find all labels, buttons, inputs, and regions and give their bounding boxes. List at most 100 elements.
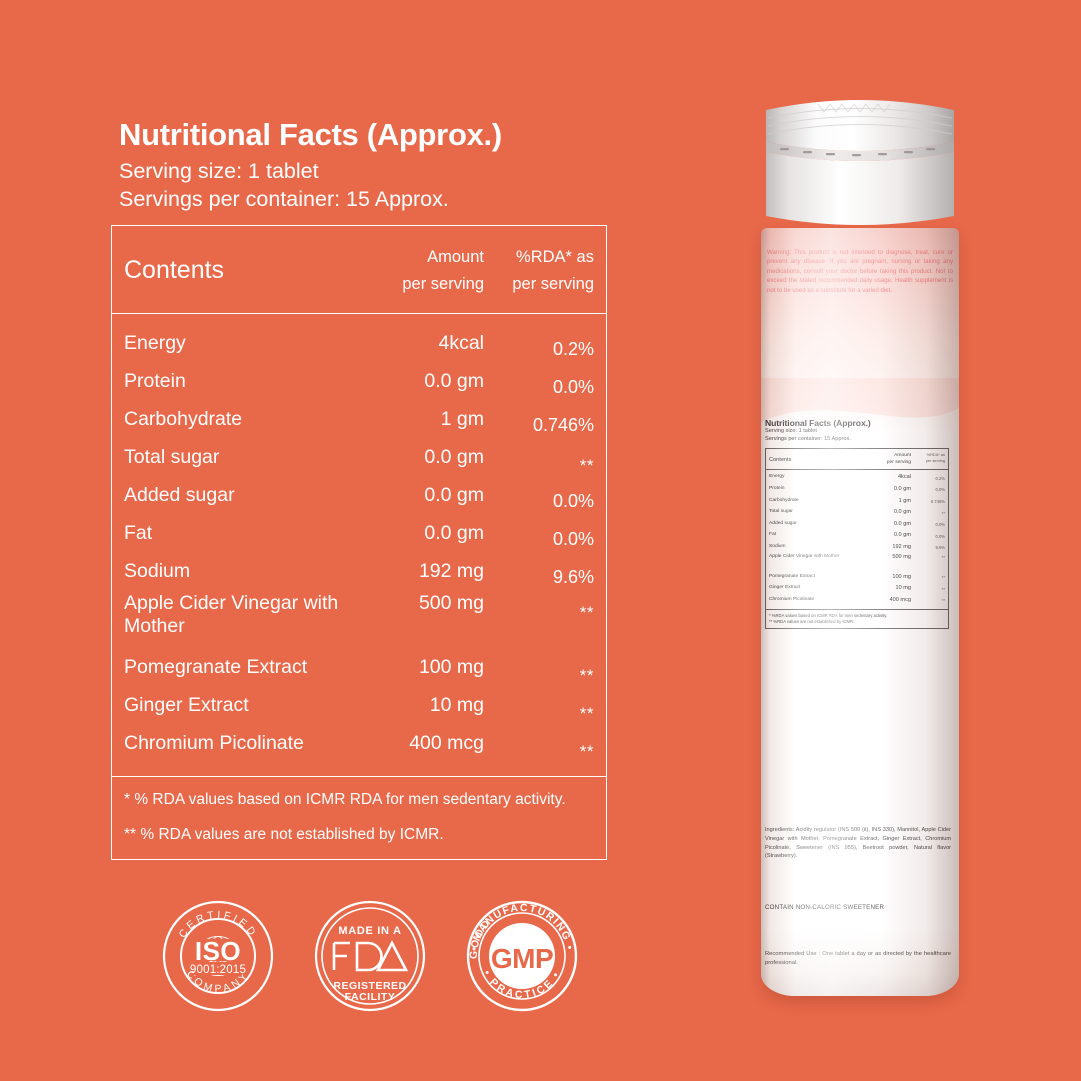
tube-row-rda: ** [941, 575, 945, 581]
row-label: Chromium Picolinate [124, 731, 304, 754]
tube-row-amount: 0.0 gm [893, 532, 911, 539]
row-amount: 100 mg [418, 655, 484, 678]
svg-text:MADE IN A: MADE IN A [338, 925, 401, 937]
tube-nutrition-table: Contents Amount per serving %RDA* as per… [765, 447, 949, 630]
column-header-amount-line2: per serving [402, 274, 484, 293]
tube-table-row: Added sugar 0.0 gm 0.0% [769, 518, 945, 530]
tube-table-row: Fat 0.0 gm 0.0% [769, 530, 945, 542]
tube-table-row: Total sugar 0.0 gm ** [769, 506, 945, 518]
tube-table-row: Ginger Extract 10 mg ** [769, 582, 945, 594]
tube-col-amount-line2: per serving [886, 460, 911, 466]
tube-row-rda: ** [941, 510, 945, 516]
table-row: Apple Cider Vinegar with Mother 500 mg *… [122, 590, 596, 648]
table-row: Carbohydrate 1 gm 0.746% [122, 400, 596, 438]
tube-table-row: Apple Cider Vinegar with Mother 500 mg *… [769, 553, 945, 571]
tube-non-caloric-sweetener-text: CONTAIN NON-CALORIC SWEETENER [765, 904, 885, 911]
tube-footnote-single-star: * %RDA values based on ICMR RDA for men … [769, 612, 888, 618]
row-rda: ** [579, 704, 594, 724]
tube-row-amount: 1 gm [898, 497, 911, 504]
nutrition-panel: Nutritional Facts (Approx.) Serving size… [111, 117, 611, 860]
row-label: Total sugar [124, 445, 220, 468]
tube-table-row: Protein 0.0 gm 0.0% [769, 483, 945, 495]
table-footnotes: * % RDA values based on ICMR RDA for men… [112, 776, 606, 858]
tube-col-rda: %RDA* as per serving [911, 452, 945, 467]
column-header-amount: Amount per serving [368, 244, 484, 297]
tube-table-row: Carbohydrate 1 gm 0.746% [769, 495, 945, 507]
tube-warning-text: Warning: This product is not intended to… [767, 249, 953, 294]
row-rda: 0.0% [552, 376, 594, 397]
row-rda: ** [579, 742, 594, 762]
tube-row-rda: ** [941, 554, 945, 560]
table-row: Pomegranate Extract 100 mg ** [122, 648, 596, 686]
table-row: Total sugar 0.0 gm ** [122, 438, 596, 476]
row-label: Pomegranate Extract [124, 655, 308, 678]
tube-row-amount: 0.0 gm [893, 509, 911, 516]
row-label: Ginger Extract [124, 693, 249, 716]
row-rda: ** [579, 666, 594, 686]
tube-serving-size: Serving size: 1 tablet [765, 428, 817, 434]
tube-row-label: Energy [769, 474, 785, 480]
product-tube-image: Warning: This product is not intended to… [758, 88, 962, 998]
tube-cap [766, 100, 954, 225]
tube-recommended-use-text: Recommended Use : One tablet a day or as… [765, 951, 951, 966]
tube-col-rda-line2: per serving [925, 457, 945, 463]
tube-facts-title: Nutritional Facts (Approx.) [765, 418, 871, 428]
tube-row-amount: 100 mg [892, 573, 911, 580]
table-row: Sodium 192 mg 9.6% [122, 552, 596, 590]
tube-col-amount-line1: Amount [894, 452, 911, 458]
row-amount: 500 mg [418, 592, 484, 615]
row-amount: 0.0 gm [424, 369, 484, 392]
serving-size-text: Serving size: 1 tablet [119, 158, 319, 183]
svg-text:ISO: ISO [195, 936, 241, 966]
tube-row-amount: 400 mcg [889, 596, 911, 603]
row-label: Carbohydrate [124, 407, 243, 430]
table-row: Fat 0.0 gm 0.0% [122, 514, 596, 552]
tube-row-label: Apple Cider Vinegar with Mother [769, 553, 840, 559]
row-label: Added sugar [124, 483, 235, 506]
table-row: Protein 0.0 gm 0.0% [122, 362, 596, 400]
tube-row-label: Chromium Picolinate [769, 596, 815, 602]
table-row: Added sugar 0.0 gm 0.0% [122, 476, 596, 514]
row-amount: 192 mg [418, 559, 484, 582]
column-header-contents: Contents [124, 256, 225, 285]
row-rda: ** [579, 456, 594, 476]
tube-row-rda: 0.0% [935, 522, 945, 528]
tube-row-label: Added sugar [769, 520, 797, 526]
iso-badge: CERTIFIED COMPANY ISO 9001:2015 [160, 898, 276, 1014]
row-rda: 0.746% [532, 414, 594, 435]
tube-col-contents: Contents [769, 456, 792, 463]
row-label: Fat [124, 521, 153, 544]
nutrition-table: Contents Amount per serving %RDA* as per… [111, 225, 607, 860]
row-amount: 1 gm [440, 407, 484, 430]
tube-ingredients-text: Ingredients: Acidity regulator (INS 500 … [765, 827, 951, 860]
footnote-single-star: * % RDA values based on ICMR RDA for men… [124, 791, 566, 809]
table-row: Ginger Extract 10 mg ** [122, 686, 596, 724]
column-header-amount-line1: Amount [427, 248, 484, 267]
column-header-rda: %RDA* as per serving [484, 244, 596, 297]
row-rda: 0.0% [552, 490, 594, 511]
tube-col-rda-line1: %RDA* as [926, 451, 945, 457]
tube-table-footnotes: * %RDA values based on ICMR RDA for men … [766, 608, 948, 629]
tube-col-amount: Amount per serving [869, 452, 911, 467]
tube-row-amount: 0.0 gm [893, 485, 911, 492]
tube-row-amount: 0.0 gm [893, 520, 911, 527]
gmp-badge: • MANUFACTURING • • PRACTICE • GOOD GMP [464, 898, 580, 1014]
tube-table-row: Sodium 192 mg 9.6% [769, 541, 945, 553]
row-amount: 4kcal [438, 331, 484, 354]
row-amount: 0.0 gm [424, 521, 484, 544]
tube-row-label: Carbohydrate [769, 497, 799, 503]
table-row: Energy 4kcal 0.2% [122, 324, 596, 362]
tube-table-header: Contents Amount per serving %RDA* as per… [766, 449, 948, 470]
tube-row-amount: 10 mg [895, 585, 911, 592]
row-rda: 0.0% [552, 528, 594, 549]
tube-row-amount: 500 mg [892, 553, 911, 560]
svg-text:9001:2015: 9001:2015 [190, 964, 246, 976]
tube-row-rda: 0.0% [935, 533, 945, 539]
svg-text:FACILITY: FACILITY [345, 991, 396, 1003]
tube-table-row: Pomegranate Extract 100 mg ** [769, 571, 945, 583]
column-header-rda-line1: %RDA* as [516, 248, 594, 267]
tube-row-label: Protein [769, 486, 785, 492]
row-amount: 0.0 gm [424, 445, 484, 468]
table-header-row: Contents Amount per serving %RDA* as per… [112, 226, 606, 315]
row-label: Energy [124, 331, 186, 354]
